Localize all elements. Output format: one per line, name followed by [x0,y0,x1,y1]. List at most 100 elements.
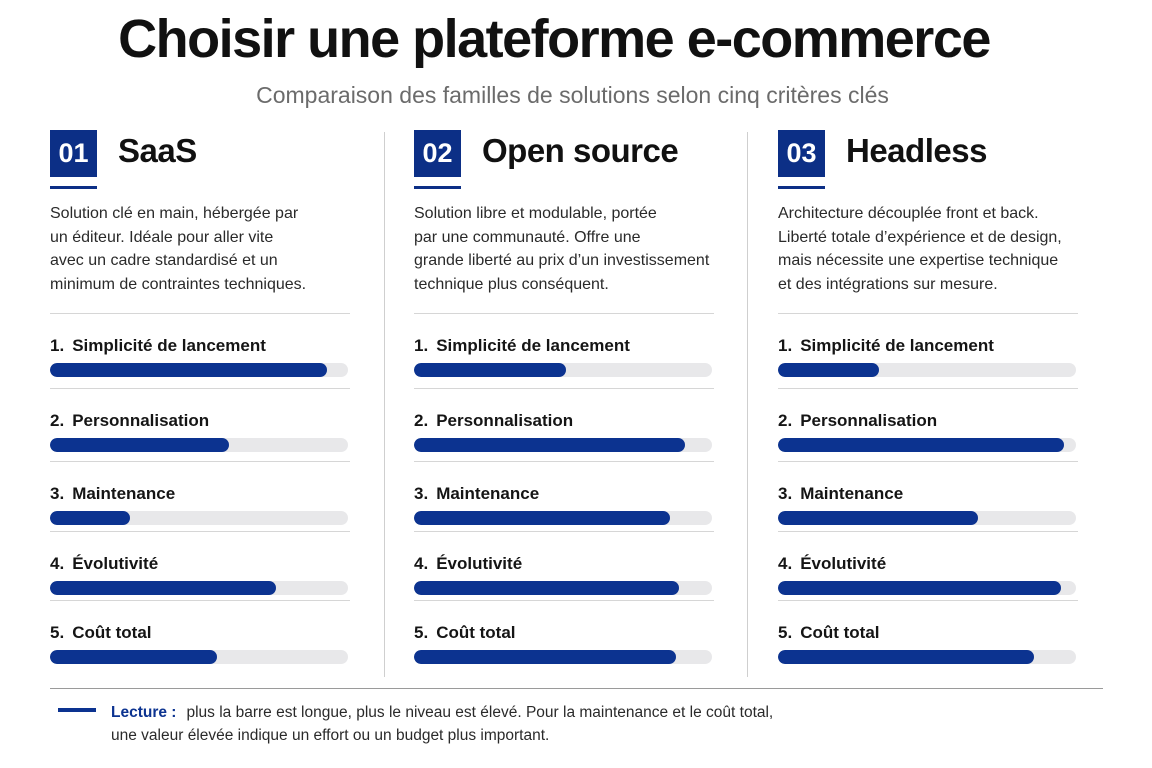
criterion-label: 2. Personnalisation [778,411,937,431]
criterion-bar-fill [778,363,879,377]
criterion-label: 4. Évolutivité [50,554,158,574]
criterion-number: 5. [778,623,793,642]
criterion-bar-fill [778,650,1034,664]
column-title: Headless [846,132,987,169]
description-line: grande liberté au prix d’un investisseme… [414,252,710,269]
criterion-bar-fill [778,511,978,525]
criterion-text: Personnalisation [72,411,210,430]
criterion-label: 4. Évolutivité [414,554,522,574]
solution-column: 01 SaaS Solution clé en main, hébergée par… [50,130,350,675]
description-line: Solution clé en main, hébergée par [50,205,299,222]
criterion-label: 3. Maintenance [50,484,175,504]
criterion-bar-track [778,511,1076,525]
criterion-number: 3. [778,484,793,503]
criterion-text: Évolutivité [436,554,523,573]
criterion-bar-fill [778,438,1064,452]
criterion-number: 3. [50,484,65,503]
column-number-badge: 02 [414,130,461,177]
criterion-bar-track [778,650,1076,664]
legend-key: Lecture : [111,704,177,721]
legend-text: Lecture : plus la barre est longue, plus … [111,701,1091,747]
criterion-number: 2. [414,411,429,430]
criterion-bar-track [778,438,1076,452]
criterion-bar-track [50,650,348,664]
criterion-divider [414,313,714,314]
criterion-divider [778,461,1078,462]
criterion-text: Évolutivité [800,554,887,573]
criterion-text: Personnalisation [436,411,574,430]
solution-column: 03 Headless Architecture découplée front e… [778,130,1078,675]
criterion-bar-track [414,438,712,452]
criterion-divider [778,531,1078,532]
column-description: Solution libre et modulable, portée par u… [414,202,714,296]
criterion-divider [778,388,1078,389]
criterion-label: 5. Coût total [50,623,152,643]
criterion-number: 5. [50,623,65,642]
criterion-divider [778,313,1078,314]
column-description: Architecture découplée front et back. Lib… [778,202,1078,296]
description-line: et des intégrations sur mesure. [778,275,998,293]
criterion-bar-fill [414,438,685,452]
criterion-label: 2. Personnalisation [414,411,573,431]
criterion-bar-fill [778,581,1061,595]
description-line: mais nécessite une expertise technique [778,252,1059,269]
criterion-bar-fill [414,511,670,525]
criterion-bar-track [50,363,348,377]
criterion-bar-fill [50,438,229,452]
criterion-label: 5. Coût total [778,623,880,643]
criterion-bar-track [778,581,1076,595]
criterion-divider [414,531,714,532]
criterion-bar-track [414,511,712,525]
criterion-text: Personnalisation [800,411,938,430]
column-number-badge: 03 [778,130,825,177]
criterion-text: Coût total [72,623,152,642]
description-line: avec un cadre standardisé et un [50,252,278,269]
criterion-number: 2. [778,411,793,430]
criterion-bar-fill [50,581,276,595]
criterion-label: 5. Coût total [414,623,516,643]
column-number-underline [414,186,461,189]
criterion-text: Maintenance [800,484,904,503]
criterion-bar-fill [414,650,676,664]
criterion-divider [50,313,350,314]
legend-line-1: plus la barre est longue, plus le niveau… [186,704,774,721]
column-divider [384,132,385,677]
criterion-number: 1. [414,336,429,355]
description-line: minimum de contraintes techniques. [50,275,307,293]
criterion-bar-fill [414,581,679,595]
description-line: Architecture découplée front et back. [778,205,1039,222]
criterion-text: Coût total [800,623,880,642]
legend-bar-swatch [58,708,96,712]
criterion-bar-track [778,363,1076,377]
criterion-number: 1. [778,336,793,355]
criterion-number: 5. [414,623,429,642]
criterion-divider [414,461,714,462]
criterion-bar-track [414,650,712,664]
column-title: SaaS [118,132,197,169]
column-description: Solution clé en main, hébergée par un édi… [50,202,350,296]
criterion-divider [50,388,350,389]
criterion-number: 1. [50,336,65,355]
criterion-divider [778,600,1078,601]
criterion-divider [50,600,350,601]
column-title: Open source [482,132,679,169]
bottom-divider [50,688,1103,689]
criterion-divider [414,600,714,601]
column-number-badge: 01 [50,130,97,177]
description-line: un éditeur. Idéale pour aller vite [50,228,274,246]
criterion-number: 3. [414,484,429,503]
criterion-text: Coût total [436,623,516,642]
criterion-text: Maintenance [436,484,540,503]
column-number-underline [50,186,97,189]
criterion-label: 1. Simplicité de lancement [50,336,266,356]
criterion-text: Maintenance [72,484,176,503]
criterion-number: 4. [50,554,65,573]
criterion-number: 4. [778,554,793,573]
criterion-bar-track [50,438,348,452]
criterion-bar-fill [50,363,327,377]
column-number-underline [778,186,825,189]
criterion-label: 4. Évolutivité [778,554,886,574]
description-line: par une communauté. Offre une [414,228,641,246]
criterion-bar-fill [414,363,566,377]
criterion-text: Simplicité de lancement [800,336,994,355]
